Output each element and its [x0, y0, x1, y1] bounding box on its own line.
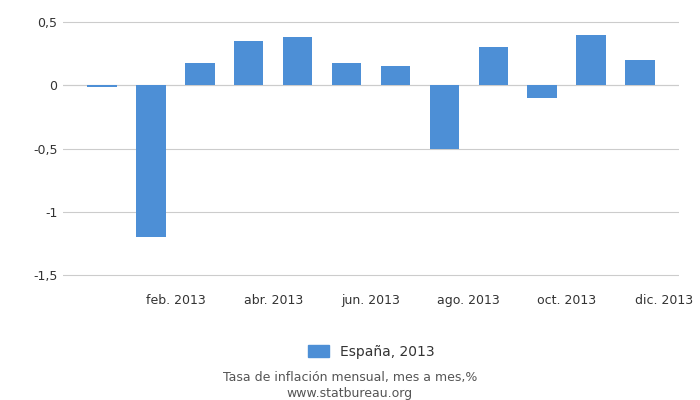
- Bar: [576, 35, 606, 86]
- Text: Tasa de inflación mensual, mes a mes,%: Tasa de inflación mensual, mes a mes,%: [223, 372, 477, 384]
- Bar: [381, 66, 410, 86]
- Bar: [625, 60, 654, 86]
- Bar: [527, 86, 556, 98]
- Bar: [283, 37, 312, 86]
- Bar: [430, 86, 459, 149]
- Bar: [332, 63, 361, 86]
- Bar: [479, 48, 508, 86]
- Text: www.statbureau.org: www.statbureau.org: [287, 388, 413, 400]
- Bar: [186, 63, 215, 86]
- Legend: España, 2013: España, 2013: [302, 339, 440, 364]
- Bar: [88, 86, 117, 87]
- Bar: [234, 41, 263, 86]
- Bar: [136, 86, 166, 237]
